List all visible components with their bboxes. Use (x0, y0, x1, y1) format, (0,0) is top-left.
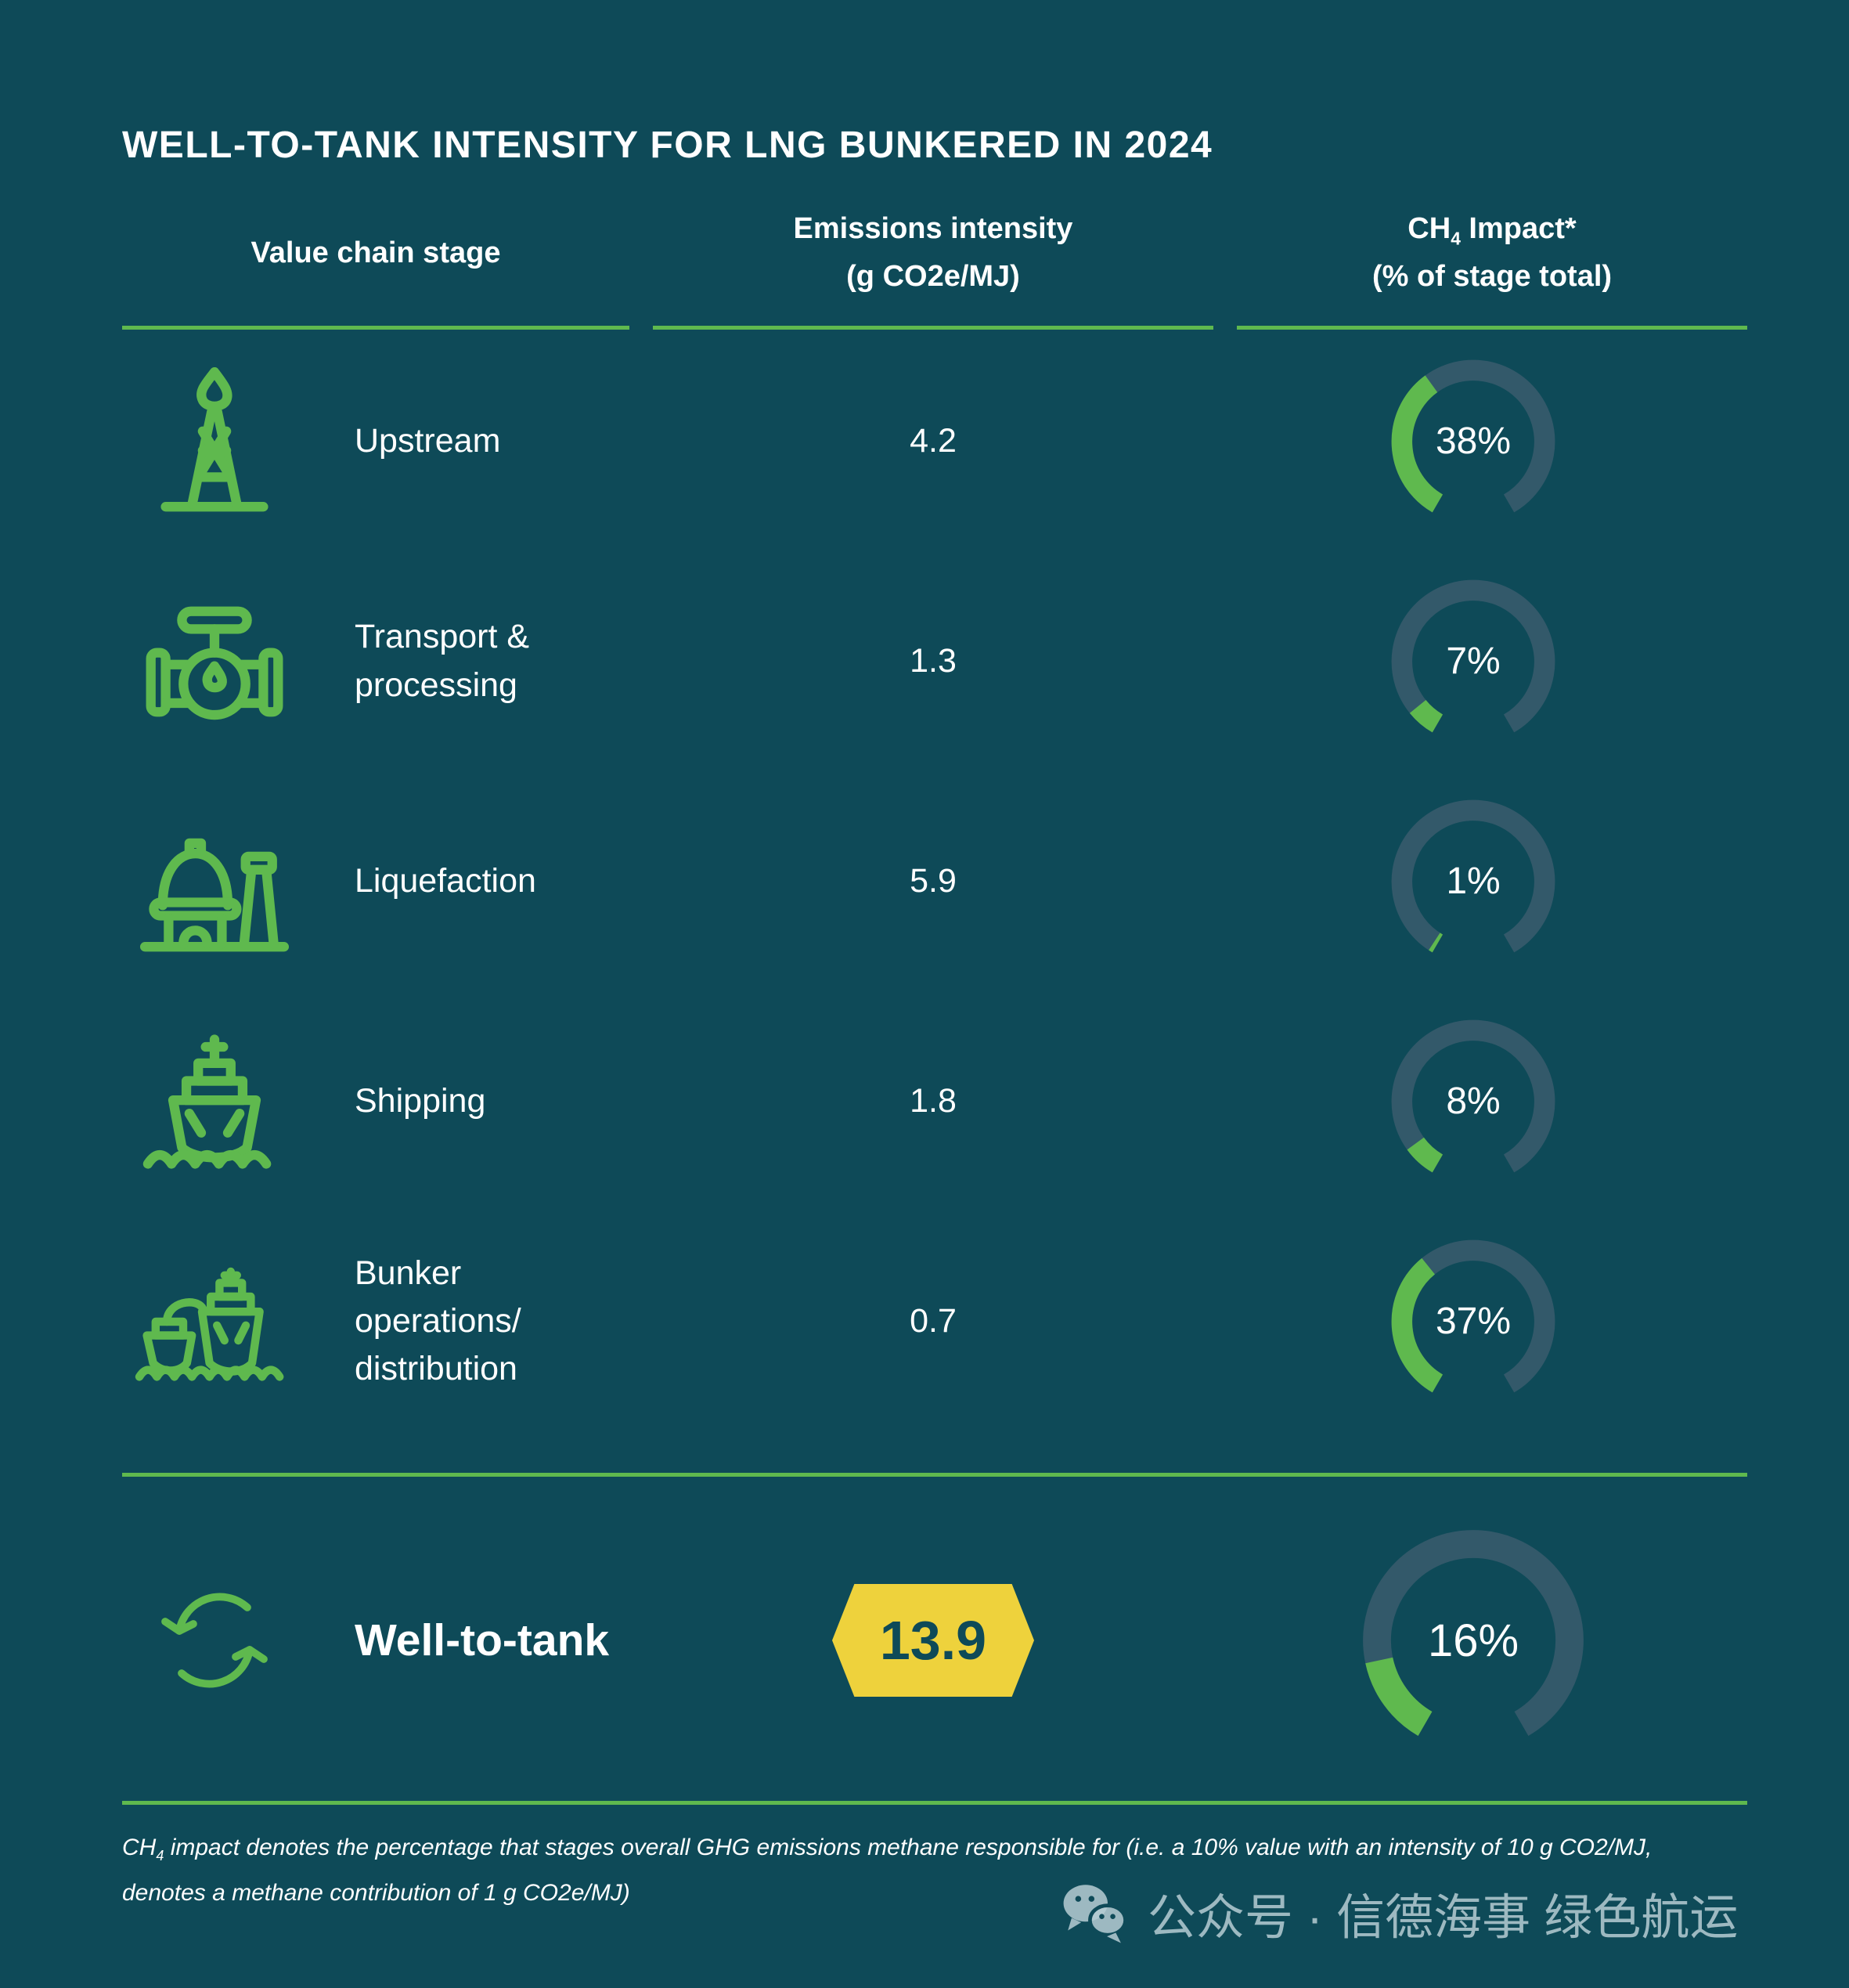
total-ch4-impact-gauge: 16% (1361, 1528, 1585, 1752)
gauge-percent-label: 8% (1446, 1081, 1501, 1122)
stage-label: Transport & processing (355, 618, 530, 704)
ch4-impact-gauge: 1% (1390, 799, 1556, 965)
table-row-well-to-tank-total: Well-to-tank 13.9 16% (122, 1527, 1747, 1754)
oil-rig-icon (122, 359, 306, 525)
cycle-arrows-icon (122, 1557, 306, 1723)
stage-label: Shipping (355, 1081, 486, 1120)
gauge-percent-label: 37% (1435, 1301, 1512, 1342)
bunker-ships-icon (122, 1239, 306, 1405)
intensity-value: 1.8 (910, 1082, 957, 1120)
table-row-upstream: Upstream 4.2 38% (122, 331, 1747, 551)
column-header-intensity: Emissions intensity (g CO2e/MJ) (653, 205, 1213, 330)
intensity-value: 5.9 (910, 862, 957, 900)
intensity-value: 0.7 (910, 1302, 957, 1340)
stage-label: Upstream (355, 421, 501, 460)
table-row-transport: Transport & processing 1.3 7% (122, 551, 1747, 771)
table-row-bunker-operations: Bunker operations/ distribution 0.7 37% (122, 1211, 1747, 1431)
wechat-icon (1063, 1885, 1127, 1943)
intensity-value: 4.2 (910, 422, 957, 460)
gauge-percent-label: 38% (1435, 420, 1512, 462)
footnote: CH4 impact denotes the percentage that s… (122, 1835, 1653, 1906)
table-row-liquefaction: Liquefaction 5.9 1% (122, 771, 1747, 991)
intensity-value: 1.3 (910, 642, 957, 680)
ch4-impact-gauge: 37% (1390, 1239, 1556, 1405)
watermark-text: 公众号 · 信德海事 绿色航运 (1148, 1891, 1739, 1945)
ch4-impact-gauge: 8% (1390, 1019, 1556, 1185)
table-header: Value chain stage Emissions intensity (g… (122, 205, 1747, 330)
liquefaction-plant-icon (122, 799, 306, 965)
gauge-percent-label: 16% (1427, 1615, 1519, 1666)
column-header-ch4-impact: CH4 Impact* (% of stage total) (1237, 205, 1747, 330)
total-label: Well-to-tank (355, 1615, 610, 1665)
footnote-separator-line (122, 1801, 1747, 1805)
column-header-stage: Value chain stage (122, 205, 629, 330)
ch4-impact-gauge: 38% (1390, 359, 1556, 525)
gauge-percent-label: 1% (1446, 861, 1501, 902)
stage-label: Liquefaction (355, 861, 536, 900)
total-intensity-badge: 13.9 (832, 1584, 1034, 1697)
ship-icon (122, 1019, 306, 1185)
pipeline-valve-icon (122, 579, 306, 745)
ch4-impact-gauge: 7% (1390, 579, 1556, 745)
table-body: Upstream 4.2 38% (122, 331, 1747, 1431)
wechat-watermark: 公众号 · 信德海事 绿色航运 (1058, 1878, 1738, 1948)
stage-label: Bunker operations/ distribution (355, 1254, 521, 1388)
gauge-percent-label: 7% (1446, 640, 1501, 682)
table-row-shipping: Shipping 1.8 8% (122, 991, 1747, 1211)
page-title: WELL-TO-TANK INTENSITY FOR LNG BUNKERED … (122, 124, 1213, 167)
total-separator-line (122, 1473, 1747, 1477)
